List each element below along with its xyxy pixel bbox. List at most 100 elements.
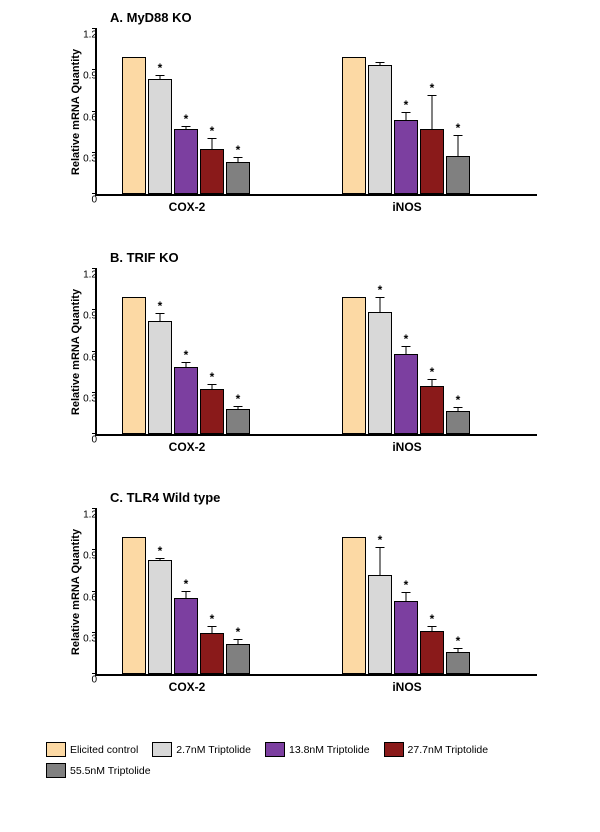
bar-t55_5: * — [446, 156, 470, 195]
ytick: 0 — [69, 675, 97, 686]
bar-t2_7: * — [368, 575, 392, 674]
cluster-iNOS: *** — [342, 57, 472, 195]
significance-star: * — [184, 348, 189, 362]
significance-star: * — [378, 283, 383, 297]
panel-C: C. TLR4 Wild typeRelative mRNA Quantity0… — [50, 490, 550, 676]
bar-t55_5: * — [446, 652, 470, 674]
legend-label: 27.7nM Triptolide — [408, 744, 489, 756]
significance-star: * — [430, 81, 435, 95]
legend-item-t55_5: 55.5nM Triptolide — [46, 763, 151, 778]
panel-B: B. TRIF KORelative mRNA Quantity00.30.60… — [50, 250, 550, 436]
chart-area: 00.30.60.91.2****COX-2***iNOS — [95, 29, 537, 196]
bar-t2_7: * — [148, 560, 172, 674]
chart-area: 00.30.60.91.2****COX-2****iNOS — [95, 509, 537, 676]
bar-elicited — [342, 537, 366, 675]
panel-title: B. TRIF KO — [110, 250, 550, 265]
bar-t27_7: * — [200, 389, 224, 434]
bar-t55_5: * — [226, 162, 250, 194]
bar-t27_7: * — [200, 633, 224, 674]
ytick: 1.2 — [69, 270, 97, 281]
bar-t27_7: * — [420, 386, 444, 434]
bar-t13_8: * — [174, 129, 198, 194]
category-label: iNOS — [392, 200, 421, 214]
cluster-COX-2: **** — [122, 537, 252, 675]
bar-t55_5: * — [226, 644, 250, 674]
bar-elicited — [122, 297, 146, 435]
bar-elicited — [342, 57, 366, 195]
bar-t27_7: * — [200, 149, 224, 194]
legend-item-t13_8: 13.8nM Triptolide — [265, 742, 370, 757]
panel-A: A. MyD88 KORelative mRNA Quantity00.30.6… — [50, 10, 550, 196]
significance-star: * — [236, 143, 241, 157]
legend-swatch — [265, 742, 285, 757]
significance-star: * — [404, 98, 409, 112]
legend-swatch — [384, 742, 404, 757]
significance-star: * — [430, 612, 435, 626]
ytick: 0.6 — [69, 592, 97, 603]
bar-t2_7 — [368, 65, 392, 194]
legend: Elicited control 2.7nM Triptolide 13.8nM T… — [46, 742, 566, 778]
ytick: 1.2 — [69, 510, 97, 521]
significance-star: * — [404, 332, 409, 346]
significance-star: * — [236, 625, 241, 639]
bar-t13_8: * — [174, 367, 198, 434]
significance-star: * — [404, 578, 409, 592]
chart-area: 00.30.60.91.2****COX-2****iNOS — [95, 269, 537, 436]
legend-label: 2.7nM Triptolide — [176, 744, 251, 756]
significance-star: * — [210, 612, 215, 626]
legend-label: Elicited control — [70, 744, 138, 756]
category-label: COX-2 — [169, 680, 206, 694]
bar-t55_5: * — [226, 409, 250, 434]
legend-label: 13.8nM Triptolide — [289, 744, 370, 756]
legend-swatch — [46, 763, 66, 778]
cluster-iNOS: **** — [342, 297, 472, 435]
ytick: 1.2 — [69, 30, 97, 41]
significance-star: * — [456, 393, 461, 407]
ytick: 0 — [69, 435, 97, 446]
ytick: 0.9 — [69, 71, 97, 82]
significance-star: * — [456, 634, 461, 648]
bar-t27_7: * — [420, 631, 444, 674]
legend-swatch — [152, 742, 172, 757]
significance-star: * — [158, 61, 163, 75]
bar-elicited — [342, 297, 366, 435]
bar-t13_8: * — [394, 120, 418, 194]
bar-t55_5: * — [446, 411, 470, 434]
ytick: 0 — [69, 195, 97, 206]
cluster-iNOS: **** — [342, 537, 472, 675]
panel-title: A. MyD88 KO — [110, 10, 550, 25]
legend-item-t2_7: 2.7nM Triptolide — [152, 742, 251, 757]
legend-swatch — [46, 742, 66, 757]
legend-item-elicited: Elicited control — [46, 742, 138, 757]
significance-star: * — [430, 365, 435, 379]
significance-star: * — [184, 112, 189, 126]
panel-title: C. TLR4 Wild type — [110, 490, 550, 505]
bar-t2_7: * — [148, 321, 172, 434]
category-label: iNOS — [392, 680, 421, 694]
significance-star: * — [210, 124, 215, 138]
ytick: 0.3 — [69, 153, 97, 164]
ytick: 0.6 — [69, 352, 97, 363]
bar-t13_8: * — [394, 601, 418, 674]
bar-elicited — [122, 57, 146, 195]
significance-star: * — [158, 299, 163, 313]
bar-t2_7: * — [148, 79, 172, 195]
legend-item-t27_7: 27.7nM Triptolide — [384, 742, 489, 757]
category-label: COX-2 — [169, 200, 206, 214]
significance-star: * — [378, 533, 383, 547]
ytick: 0.6 — [69, 112, 97, 123]
significance-star: * — [456, 121, 461, 135]
ytick: 0.3 — [69, 393, 97, 404]
bar-t2_7: * — [368, 312, 392, 434]
cluster-COX-2: **** — [122, 297, 252, 435]
legend-label: 55.5nM Triptolide — [70, 765, 151, 777]
category-label: iNOS — [392, 440, 421, 454]
significance-star: * — [158, 544, 163, 558]
ytick: 0.9 — [69, 311, 97, 322]
bar-elicited — [122, 537, 146, 675]
significance-star: * — [236, 392, 241, 406]
significance-star: * — [210, 370, 215, 384]
bar-t27_7: * — [420, 129, 444, 194]
ytick: 0.3 — [69, 633, 97, 644]
significance-star: * — [184, 577, 189, 591]
